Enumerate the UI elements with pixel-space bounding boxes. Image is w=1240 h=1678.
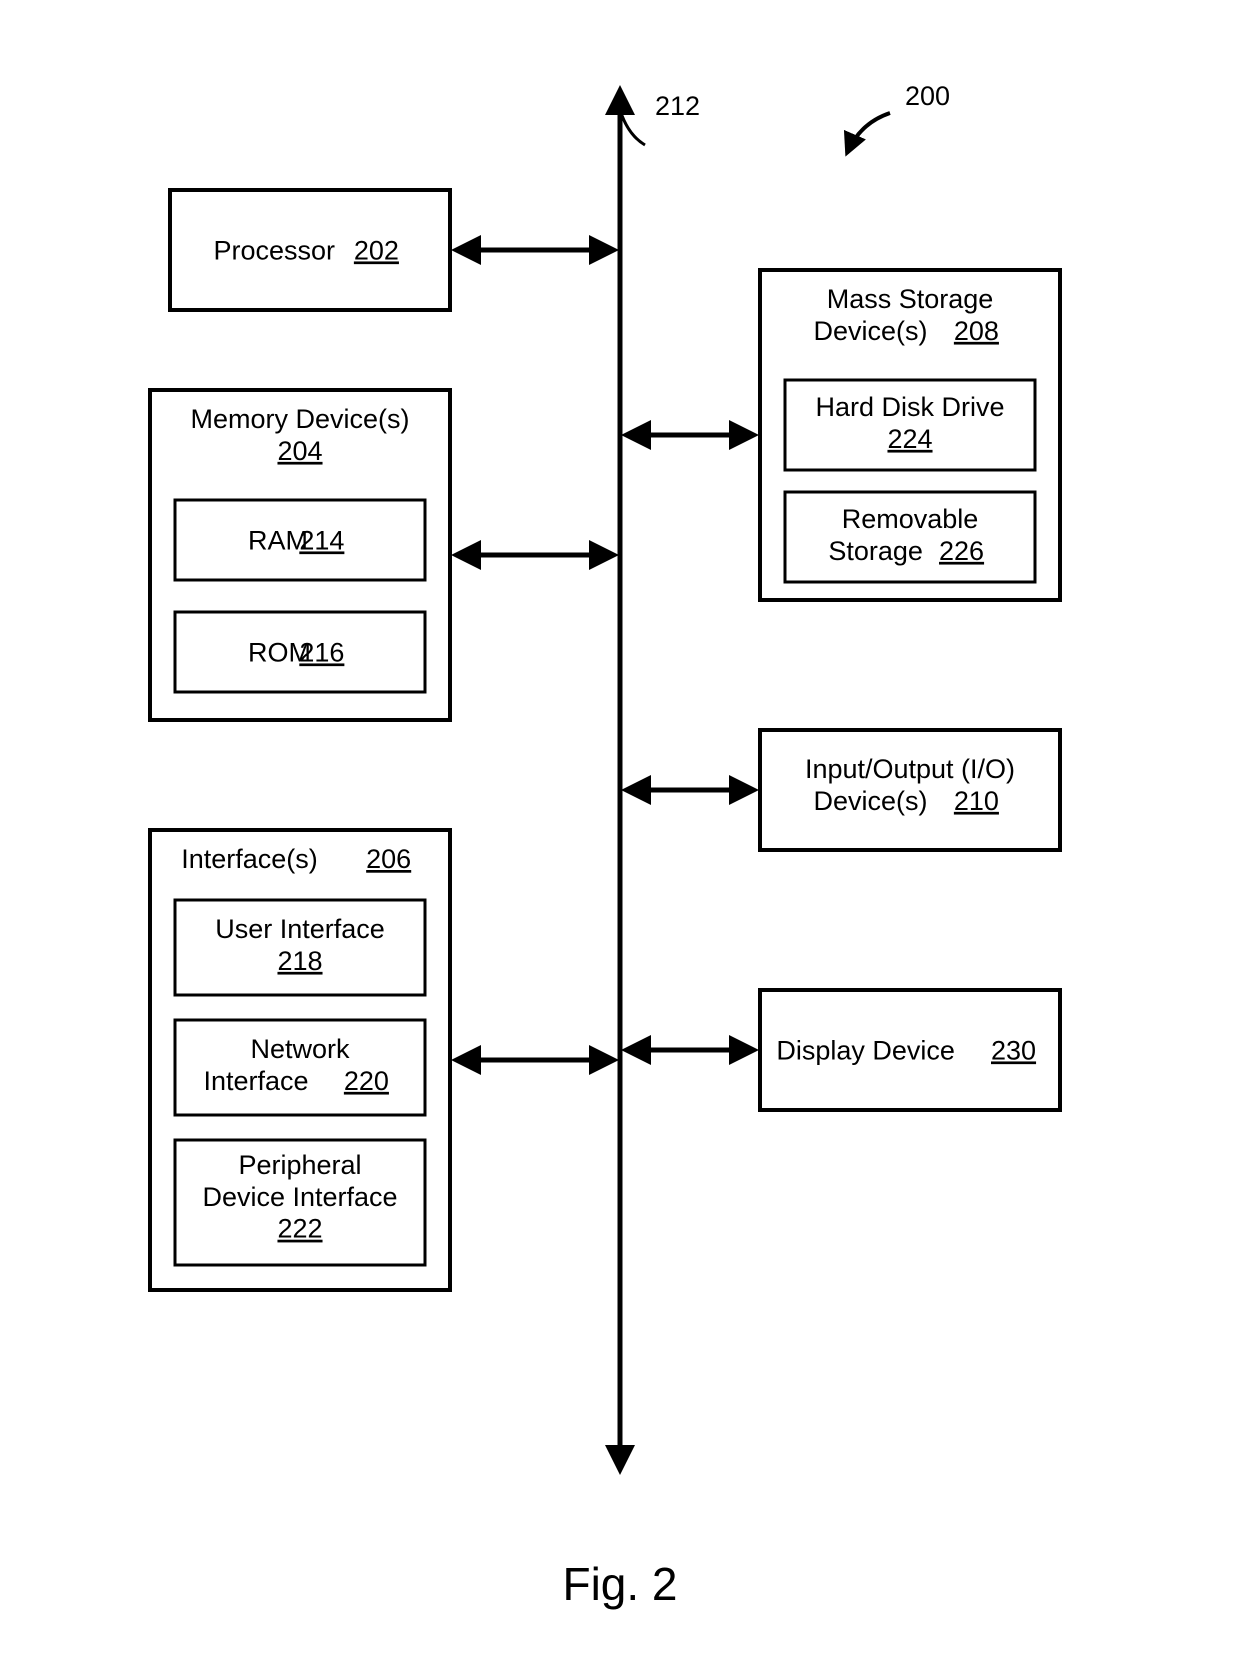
figure-ref-arrow: [847, 113, 890, 153]
bus-ref-leader: [620, 110, 645, 145]
svg-text:Device(s): Device(s): [813, 316, 927, 346]
box-io-devices: Input/Output (I/O)Device(s) 210: [760, 730, 1060, 850]
box-rom: ROM 216: [175, 612, 425, 692]
svg-text:206: 206: [366, 844, 411, 874]
svg-text:204: 204: [277, 436, 322, 466]
svg-text:Memory Device(s): Memory Device(s): [190, 404, 409, 434]
svg-text:224: 224: [887, 424, 932, 454]
box-processor: Processor 202: [170, 190, 450, 310]
box-network-interface: NetworkInterface 220: [175, 1020, 425, 1115]
svg-text:214: 214: [299, 525, 344, 555]
svg-text:200: 200: [905, 81, 950, 111]
svg-text:Processor: Processor: [213, 235, 335, 265]
svg-text:Peripheral: Peripheral: [238, 1150, 361, 1180]
svg-text:218: 218: [277, 946, 322, 976]
svg-text:Device(s): Device(s): [813, 786, 927, 816]
svg-text:220: 220: [344, 1066, 389, 1096]
box-user-interface: User Interface218: [175, 900, 425, 995]
svg-text:Input/Output (I/O): Input/Output (I/O): [805, 754, 1015, 784]
box-removable-storage: RemovableStorage 226: [785, 492, 1035, 582]
svg-text:Network: Network: [250, 1034, 350, 1064]
svg-text:Device Interface: Device Interface: [202, 1182, 397, 1212]
svg-text:222: 222: [277, 1214, 322, 1244]
svg-text:Display Device: Display Device: [776, 1035, 955, 1065]
svg-text:Hard Disk Drive: Hard Disk Drive: [815, 392, 1004, 422]
svg-text:230: 230: [991, 1035, 1036, 1065]
box-ram: RAM 214: [175, 500, 425, 580]
svg-text:Fig. 2: Fig. 2: [562, 1558, 677, 1610]
svg-text:Interface(s): Interface(s): [181, 844, 318, 874]
box-display-device: Display Device 230: [760, 990, 1060, 1110]
svg-text:216: 216: [299, 637, 344, 667]
svg-text:User Interface: User Interface: [215, 914, 385, 944]
svg-text:210: 210: [954, 786, 999, 816]
box-peripheral-interface: PeripheralDevice Interface222: [175, 1140, 425, 1265]
svg-text:212: 212: [655, 91, 700, 121]
svg-text:Removable: Removable: [842, 504, 979, 534]
box-hdd: Hard Disk Drive224: [785, 380, 1035, 470]
svg-text:Mass Storage: Mass Storage: [827, 284, 994, 314]
svg-text:Storage: Storage: [828, 536, 923, 566]
svg-text:208: 208: [954, 316, 999, 346]
svg-text:Interface: Interface: [203, 1066, 308, 1096]
svg-text:202: 202: [354, 235, 399, 265]
svg-text:226: 226: [939, 536, 984, 566]
